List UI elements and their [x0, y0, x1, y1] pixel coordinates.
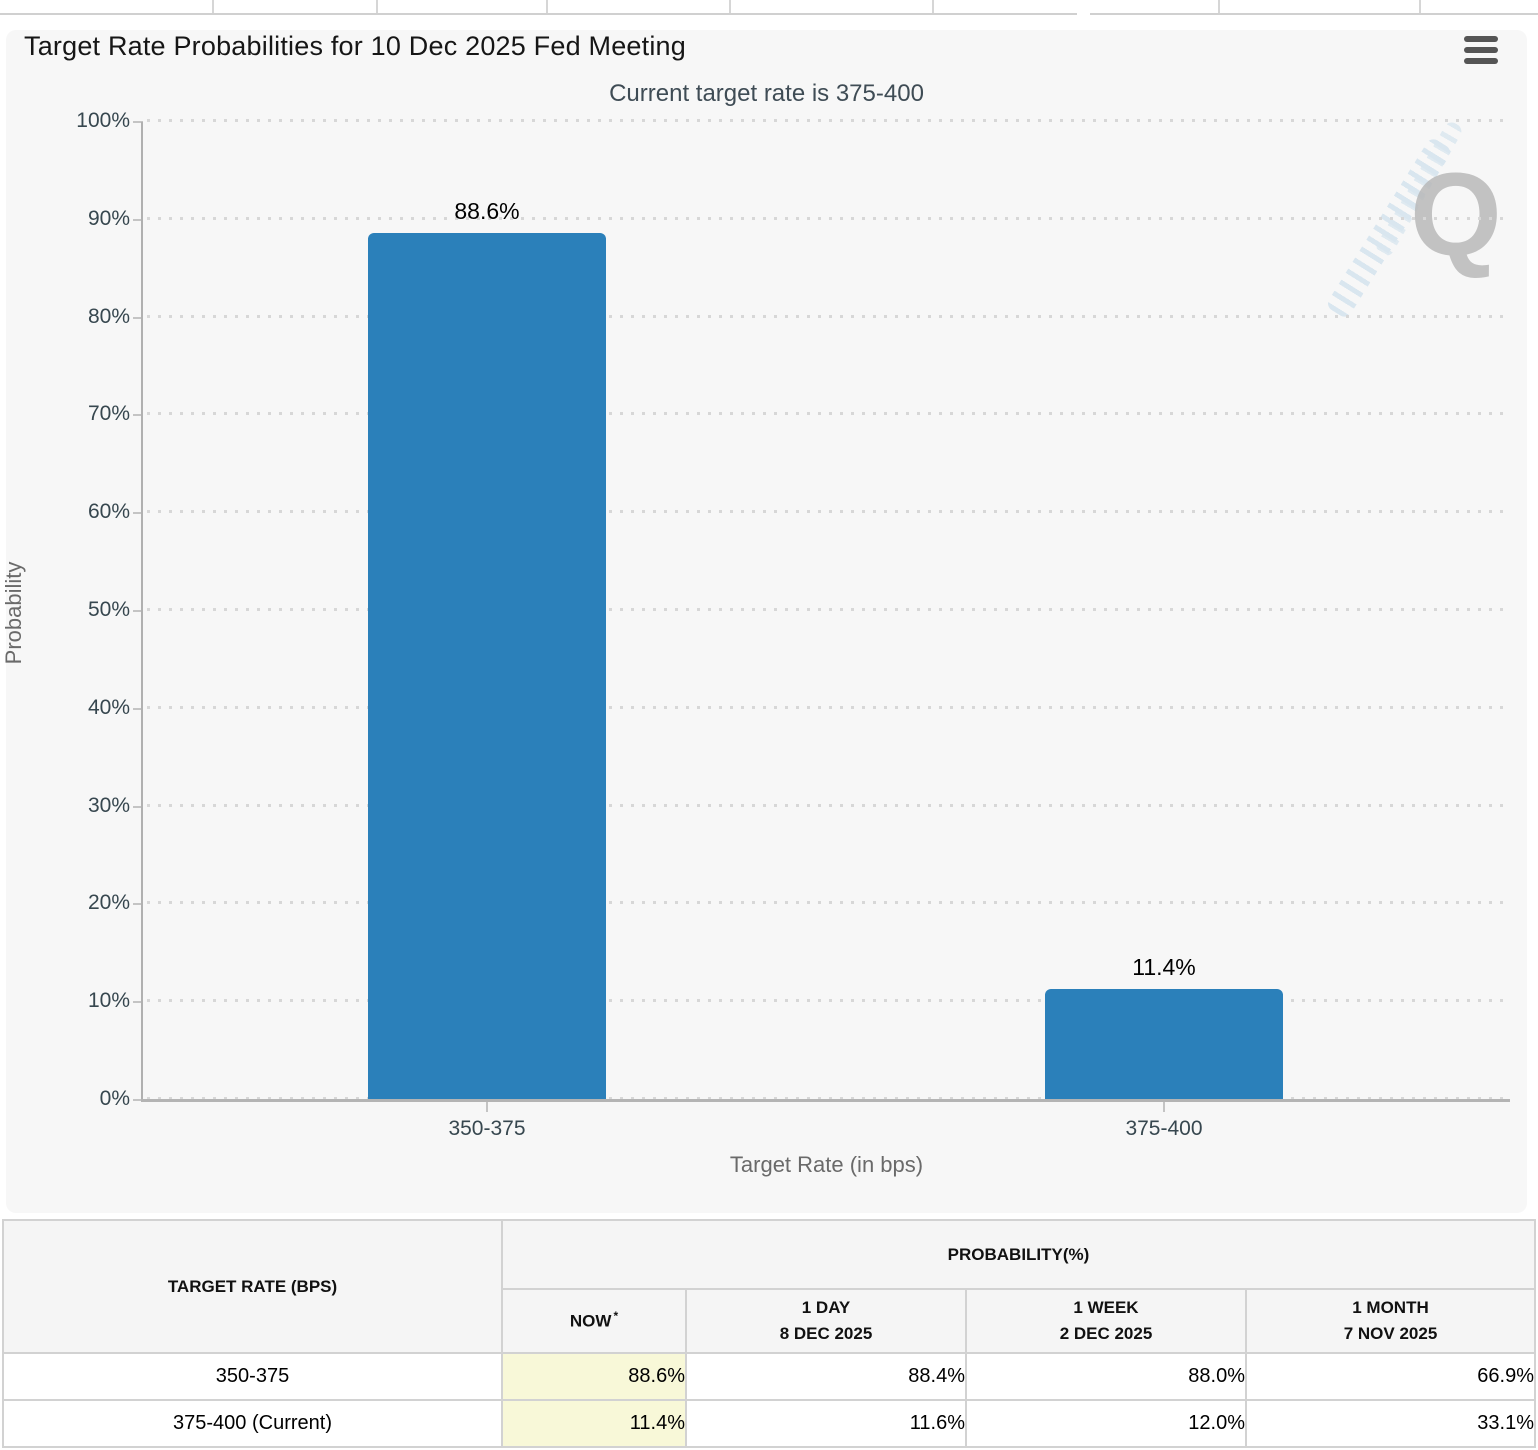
month-probability-cell: 66.9% [1245, 1352, 1536, 1401]
cropped-top-table-left [0, 0, 1077, 15]
column-header-1-day: 1 DAY 8 DEC 2025 [685, 1288, 967, 1354]
month-probability-cell: 33.1% [1245, 1399, 1536, 1448]
table-column-header-row: NOW * 1 DAY 8 DEC 2025 1 WEEK 2 DEC 2025 … [3, 1288, 1536, 1354]
probability-table: TARGET RATE (BPS) PROBABILITY(%) NOW * 1 … [2, 1219, 1536, 1448]
now-probability-cell: 11.4% [501, 1399, 687, 1448]
day-probability-cell: 88.4% [685, 1352, 967, 1401]
day-probability-cell: 11.6% [685, 1399, 967, 1448]
table-group-header-row: TARGET RATE (BPS) PROBABILITY(%) [2, 1219, 1536, 1354]
y-axis-line [141, 122, 143, 1100]
chart-title: Target Rate Probabilities for 10 Dec 202… [24, 31, 686, 61]
x-axis-line [141, 1099, 1510, 1102]
column-header-now: NOW * [501, 1288, 687, 1354]
y-axis-title: Probability [1, 561, 26, 665]
week-probability-cell: 12.0% [965, 1399, 1247, 1448]
chart-subtitle: Current target rate is 375-400 [609, 80, 924, 107]
top-strip-divider [1419, 0, 1421, 13]
table-row: 375-400 (Current) 11.4% 11.6% 12.0% 33.1… [2, 1399, 1536, 1448]
top-strip-divider [212, 0, 214, 13]
probability-group-header: PROBABILITY(%) [501, 1219, 1536, 1290]
rate-cell: 375-400 (Current) [2, 1399, 503, 1448]
column-header-1-week: 1 WEEK 2 DEC 2025 [965, 1288, 1247, 1354]
hamburger-icon [1464, 58, 1498, 64]
bar-375-400[interactable] [1045, 989, 1283, 1100]
now-footnote-asterisk: * [613, 1309, 619, 1323]
chart-panel [6, 30, 1527, 1213]
bar-350-375[interactable] [368, 233, 606, 1100]
top-strip-divider [1218, 0, 1220, 13]
week-probability-cell: 88.0% [965, 1352, 1247, 1401]
top-strip-divider [729, 0, 731, 13]
table-row: 350-375 88.6% 88.4% 88.0% 66.9% [2, 1352, 1536, 1401]
rate-cell: 350-375 [2, 1352, 503, 1401]
top-strip-divider [376, 0, 378, 13]
hamburger-icon [1464, 47, 1498, 53]
now-probability-cell: 88.6% [501, 1352, 687, 1401]
target-rate-header: TARGET RATE (BPS) [2, 1219, 503, 1354]
top-strip-divider [932, 0, 934, 13]
now-label: NOW [569, 1311, 612, 1331]
top-strip-divider [546, 0, 548, 13]
column-header-1-month: 1 MONTH 7 NOV 2025 [1245, 1288, 1536, 1354]
cropped-top-table-right [1090, 0, 1538, 15]
x-axis-title: Target Rate (in bps) [729, 1152, 924, 1177]
hamburger-icon [1464, 36, 1498, 42]
chart-context-menu-button[interactable] [1464, 36, 1498, 64]
